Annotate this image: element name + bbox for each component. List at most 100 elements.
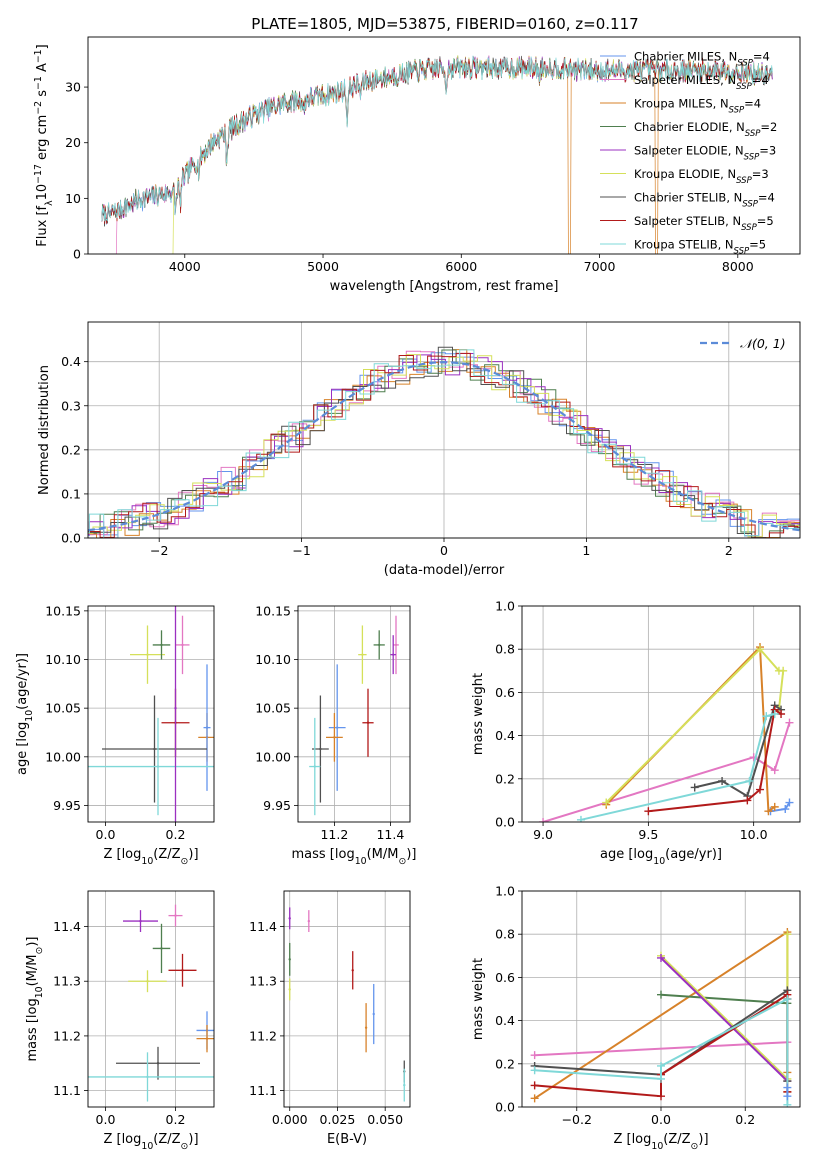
legend-label-sub: SSP — [742, 200, 758, 210]
x-tick-label: 4000 — [169, 259, 201, 274]
weight-marker — [602, 798, 611, 807]
y-tick-label: 0.0 — [495, 1100, 515, 1115]
errorbar-point — [366, 721, 370, 724]
legend-label-sub: SSP — [729, 106, 745, 116]
x-tick-label: 0.0 — [651, 1112, 671, 1127]
weight-marker — [781, 805, 790, 814]
x-tick-label: 5000 — [307, 259, 339, 274]
legend-label-tail: =4 — [753, 50, 770, 64]
errorbar-point — [336, 726, 339, 729]
x-tick-label: 0.000 — [272, 1112, 308, 1127]
errorbar-point — [160, 947, 163, 950]
label-part: (M/M — [25, 955, 40, 987]
weight-marker — [762, 712, 771, 721]
label-part: (Z/Z — [663, 1132, 690, 1147]
weight-marker — [745, 776, 754, 785]
errorbar-point — [160, 643, 163, 647]
label-part: 10 — [141, 1141, 153, 1152]
y-tick-label: 0.6 — [495, 970, 515, 985]
legend-label-sub: SSP — [744, 153, 760, 163]
weight-marker — [657, 1092, 665, 1101]
spectrum-line — [101, 55, 773, 222]
residuals-panel: −2 −1 0 1 2 0.0 0.1 0.2 0.3 0.4 (data-model)/error… — [37, 321, 801, 578]
y-tick-label: 10.15 — [255, 603, 291, 618]
y-tick-label: 10.05 — [255, 701, 291, 716]
weight-marker — [576, 815, 585, 822]
weight-marker — [743, 796, 752, 805]
weight-marker — [539, 818, 548, 822]
errorbar-point — [403, 1083, 406, 1087]
plot-area — [88, 904, 214, 1102]
y-tick-label: 0.6 — [495, 685, 515, 700]
weight-marker — [530, 1066, 539, 1075]
x-axis-label: Z [log10(Z/Z⊙)] — [613, 1132, 708, 1152]
y-tick-label: 10 — [65, 191, 81, 206]
label-part: ⊙ — [398, 856, 406, 867]
weight-line — [534, 1041, 788, 1057]
y-tick-label: 11.2 — [53, 1028, 81, 1043]
errorbar-point — [394, 643, 398, 647]
label-part: )] — [188, 1132, 198, 1147]
weight-marker — [718, 776, 727, 785]
label-part: )] — [698, 1132, 708, 1147]
x-tick-label: −1 — [292, 543, 310, 558]
label-part: (data-model)/error — [384, 563, 505, 578]
label-part: age [log — [600, 847, 653, 862]
legend-label-main: Kroupa MILES, N — [634, 97, 729, 111]
axes-frame — [521, 890, 801, 1108]
weight-marker — [530, 1081, 539, 1090]
label-part: mass weight — [471, 673, 486, 755]
label-part: ] — [35, 44, 50, 49]
y-tick-label: 11.3 — [53, 974, 81, 989]
errorbar-point — [174, 914, 177, 917]
errorbar-point — [313, 765, 316, 768]
label-part: mass [log — [25, 998, 40, 1061]
legend-label-tail: =5 — [757, 214, 774, 228]
errorbar-point — [361, 653, 364, 656]
y-tick-label: 0.4 — [495, 728, 515, 743]
legend-label-main: Salpeter ELODIE, N — [634, 144, 744, 158]
legend-label: Kroupa STELIB, NSSP=5 — [634, 238, 766, 257]
legend-label: Kroupa ELODIE, NSSP=3 — [634, 167, 769, 186]
y-tick-label: 1.0 — [495, 884, 515, 899]
errorbar-point — [364, 1026, 368, 1029]
legend-label-tail: =4 — [758, 191, 775, 205]
errorbar-point — [392, 653, 395, 656]
weight-marker — [785, 798, 794, 807]
weight-marker — [755, 645, 764, 654]
histogram-step — [88, 354, 800, 538]
legend-label-tail: =3 — [759, 144, 776, 158]
x-axis-label: Z [log10(Z/Z⊙)] — [103, 1132, 198, 1152]
y-tick-label: 0.1 — [61, 486, 81, 501]
legend-label: Chabrier STELIB, NSSP=4 — [634, 191, 775, 210]
axes-frame — [283, 890, 411, 1108]
y-axis-label: mass weight — [471, 958, 486, 1040]
label-part: (Z/Z — [153, 847, 180, 862]
weight-line — [605, 647, 785, 804]
y-tick-label: 0.2 — [495, 1056, 515, 1071]
legend-label-tail: =3 — [752, 167, 769, 181]
x-tick-label: 0.2 — [735, 1112, 755, 1127]
x-tick-label: 6000 — [445, 259, 477, 274]
y-tick-label: 10.15 — [45, 603, 81, 618]
weight-vs-z-panel: −0.2 0.0 0.2 0.0 0.2 0.4 0.6 0.8 1.0 Z [log10(Z/Z… — [471, 884, 801, 1152]
y-tick-label: 10.10 — [45, 652, 81, 667]
y-tick-label: 0.2 — [61, 442, 81, 457]
x-tick-label: 0.025 — [320, 1112, 356, 1127]
errorbar-point — [139, 919, 142, 923]
label-part: (Z/Z — [153, 1132, 180, 1147]
y-axis-label: Flux [fλ10−17 erg cm−2 s−1 A−1] — [33, 44, 55, 246]
label-part: −17 — [33, 164, 44, 184]
legend-label: 𝒩(0, 1) — [740, 336, 786, 351]
errorbar-point — [146, 980, 149, 983]
x-tick-label: 0.0 — [96, 1112, 116, 1127]
plot-area — [309, 615, 399, 816]
plot-area — [288, 907, 406, 1102]
y-tick-label: 0.4 — [495, 1013, 515, 1028]
y-tick-label: 10.00 — [255, 749, 291, 764]
plot-area — [88, 346, 800, 538]
label-part: A — [35, 63, 50, 76]
errorbar-point — [205, 1037, 209, 1040]
